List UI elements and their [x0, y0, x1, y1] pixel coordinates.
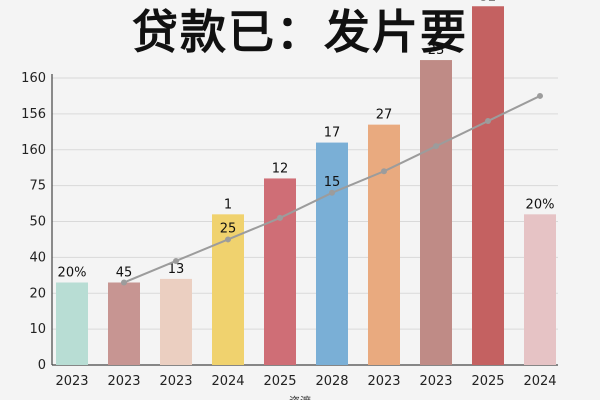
data-label: 12 [272, 161, 289, 176]
x-tick-label: 2025 [263, 374, 296, 389]
y-tick-label: 160 [21, 143, 46, 158]
trend-point [381, 168, 387, 175]
trend-point [173, 257, 179, 264]
x-axis-title: 资渡 [289, 394, 311, 400]
data-label: 32 [480, 0, 497, 4]
y-tick-label: 160 [21, 71, 46, 86]
data-label: 1 [224, 197, 232, 212]
x-tick-label: 2023 [159, 374, 192, 389]
y-tick-label: 75 [29, 179, 46, 194]
bar [524, 214, 556, 365]
bar [368, 124, 400, 365]
data-label: 45 [116, 265, 133, 280]
bar [160, 278, 192, 365]
trend-point [277, 214, 283, 221]
y-tick-label: 0 [38, 358, 46, 373]
y-tick-label: 20 [29, 286, 46, 301]
trend-point [121, 279, 127, 286]
data-label: 20% [58, 265, 87, 280]
bar [264, 178, 296, 365]
data-label: 27 [376, 108, 393, 123]
y-tick-label: 156 [21, 107, 46, 122]
bar [472, 6, 504, 365]
y-tick-label: 50 [29, 215, 46, 230]
bar [420, 60, 452, 365]
data-label: 13 [168, 262, 185, 277]
data-label: 23 [428, 43, 445, 58]
y-tick-label: 10 [29, 322, 46, 337]
data-label: 20% [526, 197, 555, 212]
x-tick-label: 2023 [367, 374, 400, 389]
trend-point [329, 189, 335, 196]
trend-label: 15 [324, 175, 341, 190]
chart-title: 贷款已：发片要 [132, 5, 468, 59]
trend-point [433, 143, 439, 150]
trend-point [537, 92, 543, 99]
trend-label: 25 [220, 221, 237, 236]
x-tick-label: 2024 [211, 374, 244, 389]
x-tick-label: 2023 [55, 374, 88, 389]
bar [316, 142, 348, 365]
y-tick-label: 40 [29, 250, 46, 265]
bar [56, 282, 88, 365]
bar [108, 282, 140, 365]
trend-point [225, 236, 231, 243]
x-tick-label: 2028 [315, 374, 348, 389]
x-tick-label: 2024 [523, 374, 556, 389]
x-tick-label: 2023 [419, 374, 452, 389]
x-tick-label: 2023 [107, 374, 140, 389]
trend-point [485, 118, 491, 125]
data-label: 17 [324, 126, 341, 141]
x-tick-label: 2025 [471, 374, 504, 389]
